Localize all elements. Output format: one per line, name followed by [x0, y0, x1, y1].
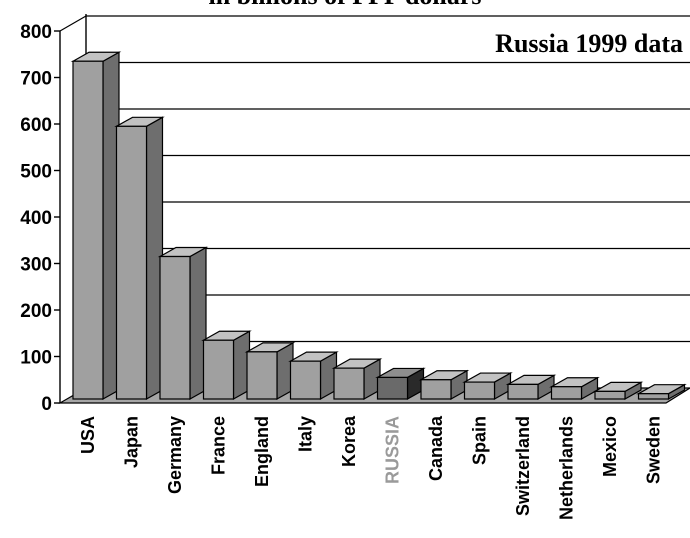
x-tick-label-korea: Korea: [339, 415, 359, 467]
y-tick-label: 400: [20, 208, 52, 229]
bar-england: [244, 341, 296, 401]
x-tick-label-usa: USA: [78, 416, 98, 454]
bar-front: [333, 367, 365, 400]
chart-annotation: Russia 1999 data: [495, 29, 683, 58]
bar-russia: [375, 367, 426, 401]
bar-front: [159, 255, 191, 400]
bar-netherlands: [549, 376, 600, 401]
x-tick-label-canada: Canada: [426, 415, 446, 481]
bar-front: [507, 383, 539, 400]
x-tick-label-england: England: [252, 416, 272, 487]
bar-front: [289, 360, 322, 400]
bar-front: [115, 125, 148, 400]
bar-mexico: [592, 381, 644, 401]
x-axis-labels: USA Japan Germany France England Italy Korea RU…: [78, 415, 664, 520]
x-tick-label-russia: RUSSIA: [383, 416, 403, 484]
chart-title: in billions of PPP dollars: [208, 0, 481, 10]
x-tick-label-spain: Spain: [470, 416, 490, 465]
y-tick-label: 100: [20, 348, 52, 369]
y-tick-label: 0: [41, 394, 52, 415]
x-tick-label-mexico: Mexico: [600, 416, 620, 477]
bar-front: [72, 60, 104, 400]
bar-front: [594, 390, 626, 400]
y-tick-label: 700: [20, 69, 52, 90]
bar-germany: [157, 246, 209, 401]
bar-france: [201, 330, 252, 401]
bar-switzerland: [505, 374, 557, 401]
bar-sweden: [636, 383, 687, 401]
x-tick-label-switzerland: Switzerland: [513, 416, 533, 516]
y-axis-ticks: 0 100 200 300 400 500 600 700 800: [20, 22, 60, 415]
bar-front: [246, 351, 278, 400]
bar-japan: [114, 116, 165, 401]
bar-front: [550, 386, 583, 400]
x-tick-label-italy: Italy: [296, 416, 316, 452]
bar-usa: [70, 51, 122, 401]
bar-front: [637, 393, 670, 400]
x-tick-label-japan: Japan: [122, 416, 142, 468]
bar-korea: [331, 358, 383, 401]
y-tick-label: 200: [20, 301, 52, 322]
bar-front: [202, 339, 235, 400]
x-tick-label-sweden: Sweden: [644, 416, 664, 484]
y-tick-label: 300: [20, 255, 52, 276]
bars: [70, 51, 687, 401]
bar-canada: [418, 369, 470, 401]
side-wall-edge: [59, 15, 87, 32]
bar-spain: [462, 372, 513, 401]
x-tick-label-germany: Germany: [165, 416, 185, 494]
bar-italy: [288, 351, 339, 401]
y-tick-label: 600: [20, 115, 52, 136]
bar-front: [463, 381, 496, 400]
y-tick-label: 800: [20, 22, 52, 43]
x-tick-label-netherlands: Netherlands: [557, 416, 577, 520]
bar-front: [420, 379, 452, 400]
y-tick-label: 500: [20, 162, 52, 183]
bar-front: [376, 376, 409, 400]
x-tick-label-france: France: [209, 416, 229, 475]
